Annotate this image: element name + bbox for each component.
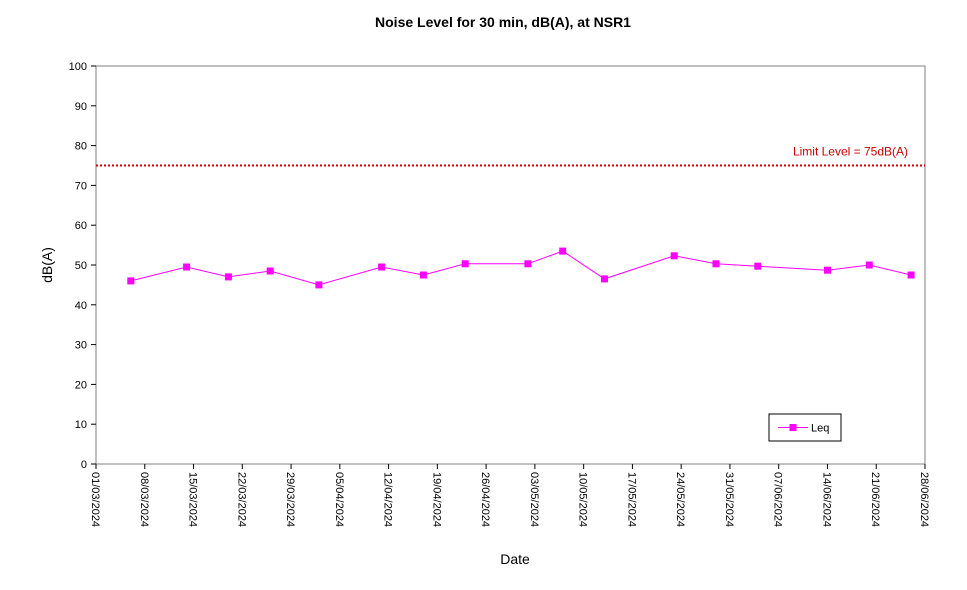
x-tick-label: 01/03/2024	[89, 472, 101, 527]
x-tick-label: 26/04/2024	[479, 472, 491, 527]
y-axis-label: dB(A)	[39, 247, 55, 283]
x-tick-label: 29/03/2024	[284, 472, 296, 527]
data-point	[224, 273, 232, 281]
x-tick-label: 12/04/2024	[382, 472, 394, 527]
limit-level-group: Limit Level = 75dB(A)	[96, 145, 925, 167]
x-tick-label: 28/06/2024	[918, 472, 930, 527]
y-tick-label: 10	[75, 419, 87, 431]
y-tick-label: 90	[75, 101, 87, 113]
data-point	[824, 266, 831, 274]
data-point	[378, 263, 386, 271]
y-tick-label: 50	[75, 260, 87, 272]
data-point	[712, 260, 720, 268]
x-axis-label: Date	[500, 551, 530, 567]
y-tick-label: 80	[75, 141, 87, 153]
data-point	[266, 267, 274, 275]
x-tick-label: 22/03/2024	[235, 472, 247, 527]
data-point	[524, 260, 532, 268]
y-axis: 0 10 20 30 40 50 60 70 80 90 100	[69, 61, 96, 471]
x-axis: 01/03/2024 08/03/2024 15/03/2024 22/03/2024…	[89, 464, 930, 527]
y-tick-label: 0	[81, 459, 87, 471]
chart-title: Noise Level for 30 min, dB(A), at NSR1	[375, 14, 631, 30]
x-tick-label: 24/05/2024	[674, 472, 686, 527]
data-point	[461, 260, 469, 268]
y-tick-label: 100	[69, 61, 87, 73]
x-tick-label: 05/04/2024	[333, 472, 345, 527]
x-tick-label: 19/04/2024	[430, 472, 442, 527]
x-tick-label: 21/06/2024	[869, 472, 881, 527]
legend: Leq	[768, 413, 842, 442]
data-point	[315, 281, 323, 289]
y-tick-label: 20	[75, 379, 87, 391]
x-tick-label: 03/05/2024	[528, 472, 540, 527]
x-tick-label: 10/05/2024	[577, 472, 589, 527]
x-tick-label: 15/03/2024	[187, 472, 199, 527]
data-point	[183, 263, 191, 271]
data-point	[559, 247, 567, 255]
x-tick-label: 31/05/2024	[723, 472, 735, 527]
legend-label-leq: Leq	[811, 423, 829, 435]
x-tick-label: 14/06/2024	[820, 472, 832, 527]
data-point	[419, 271, 427, 279]
series-leq	[127, 247, 915, 289]
y-tick-label: 70	[75, 180, 87, 192]
x-tick-label: 17/05/2024	[625, 472, 637, 527]
limit-line-label: Limit Level = 75dB(A)	[793, 145, 908, 159]
data-point	[127, 277, 135, 285]
data-point	[865, 261, 873, 269]
x-tick-label: 07/06/2024	[772, 472, 784, 527]
x-tick-label: 08/03/2024	[138, 472, 150, 527]
data-point	[670, 252, 678, 260]
data-point	[754, 262, 762, 270]
data-point	[907, 271, 915, 279]
y-tick-label: 30	[75, 340, 87, 352]
y-tick-label: 40	[75, 300, 87, 312]
data-point	[601, 275, 608, 283]
plot-area	[95, 65, 926, 465]
y-tick-label: 60	[75, 220, 87, 232]
legend-marker	[789, 424, 797, 431]
